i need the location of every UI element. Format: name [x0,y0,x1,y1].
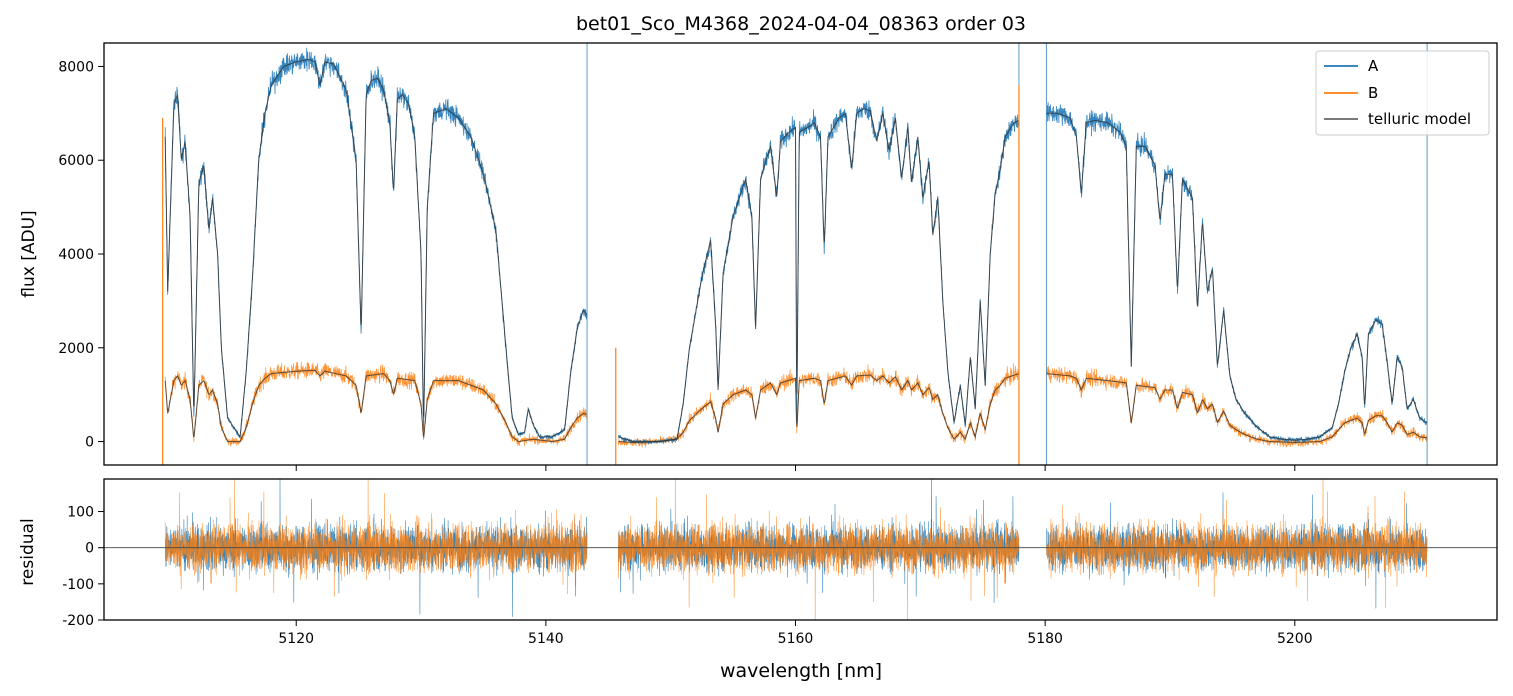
x-tick-label-5200: 5200 [1277,631,1313,647]
flux-y-label: flux [ADU] [19,210,39,297]
model-a-segment-0 [164,59,588,439]
residual-b-segment-2 [1046,479,1428,608]
legend-box [1315,50,1490,136]
residual-b-segment-0 [164,479,588,597]
residual-panel-frame [103,478,1498,621]
legend-label-a: A [1368,57,1379,75]
residual-y-tick-label--200: -200 [62,613,94,629]
series-a-segment-2 [1046,102,1428,443]
residual-x-ticks: 5120 5140 5160 5180 5200 [278,620,1313,647]
flux-y-tick-label-2000: 2000 [58,341,94,357]
x-tick-label-5140: 5140 [528,631,564,647]
residual-y-tick-label--100: -100 [62,577,94,593]
flux-panel-frame [103,42,1498,466]
residual-y-tick-label-0: 0 [85,541,94,557]
residual-panel: -200 -100 0 100 5120 5140 5160 5180 5200 residu… [18,478,1498,647]
legend: A B telluric model [1315,50,1490,136]
model-b-segment-0 [164,369,588,443]
legend-label-b: B [1368,84,1378,102]
x-tick-label-5120: 5120 [278,631,314,647]
model-b-segment-1 [618,373,1019,443]
chart-title: bet01_Sco_M4368_2024-04-04_08363 order 0… [576,13,1026,35]
flux-y-tick-label-0: 0 [85,435,94,451]
flux-panel: 0 2000 4000 6000 8000 flux [ADU] [19,42,1498,471]
flux-x-ticks [295,465,1296,471]
series-b-segment-0 [164,361,587,447]
series-b-segment-2 [1046,366,1428,448]
flux-y-tick-label-6000: 6000 [58,153,94,169]
model-b-segment-2 [1046,373,1427,443]
flux-y-tick-label-8000: 8000 [58,59,94,75]
residual-series-group [164,479,1428,620]
x-tick-label-5180: 5180 [1027,631,1063,647]
residual-y-tick-label-100: 100 [67,505,94,521]
model-a-segment-1 [618,108,1019,443]
x-axis-label: wavelength [nm] [720,660,882,682]
residual-y-label: residual [18,518,38,585]
flux-series-group [162,43,1428,465]
model-a-segment-2 [1046,112,1428,441]
series-a-segment-0 [164,47,588,440]
residual-y-ticks: -200 -100 0 100 [62,505,104,629]
flux-y-tick-label-4000: 4000 [58,247,94,263]
flux-y-ticks: 0 2000 4000 6000 8000 [58,59,104,451]
legend-label-model: telluric model [1368,110,1471,128]
x-tick-label-5160: 5160 [778,631,814,647]
residual-b-segment-1 [618,479,1020,620]
